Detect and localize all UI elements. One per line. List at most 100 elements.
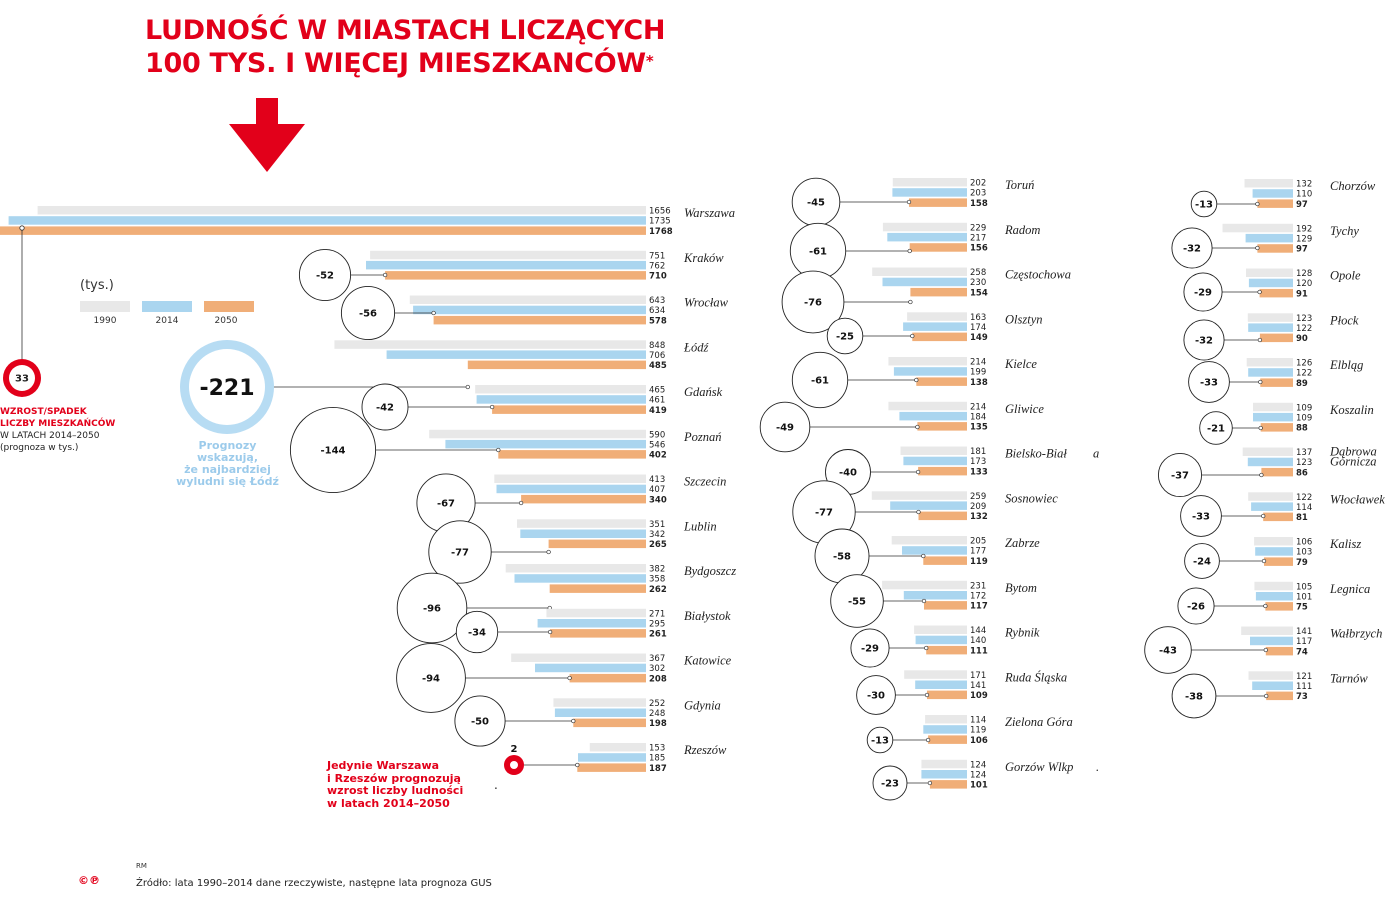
city-27-connector-dot (1255, 201, 1260, 207)
city-15-bar-1990 (872, 267, 967, 276)
city-12-change: 2 (511, 744, 518, 755)
city-29-bar-2050 (1259, 288, 1293, 298)
city-21-value-1990: 205 (970, 537, 986, 547)
city-28-label: Tychy (1330, 224, 1359, 238)
city-38-bar-2050 (1266, 691, 1293, 701)
warszawa-rzeszow-note: Jedynie Warszawa i Rzeszów prognozują wz… (327, 759, 467, 810)
city-25-bar-2014 (923, 725, 967, 734)
city-14-value-2050: 156 (970, 244, 988, 254)
city-10-bubble (396, 643, 466, 713)
city-32-bubble (1199, 411, 1233, 445)
city-16-value-2014: 174 (970, 323, 986, 333)
city-26-bar-2050 (929, 780, 967, 789)
city-26-label-suffix: . (1096, 760, 1099, 774)
city-29-connector-dot (1257, 289, 1262, 295)
city-28-bar-2050 (1257, 244, 1293, 253)
city-25-bar-2050 (928, 735, 967, 744)
city-16-value-1990: 163 (970, 313, 986, 323)
city-23-value-2050: 111 (970, 646, 988, 656)
city-34-bar-2050 (1263, 512, 1293, 522)
city-33-bar-2014 (1247, 457, 1293, 467)
city-29-value-2014: 120 (1296, 279, 1312, 289)
badge-line-1: WZROST/SPADEK (0, 407, 87, 417)
chart-title: LUDNOŚĆ W MIASTACH LICZĄCYCH 100 TYS. I … (145, 14, 666, 80)
city-13-change: -45 (807, 198, 825, 209)
city-23-bar-1990 (914, 625, 967, 634)
city-21-label: Zabrze (1005, 536, 1040, 550)
city-0-value-2050: 1768 (649, 227, 673, 237)
city-32-value-2050: 88 (1296, 424, 1308, 434)
city-2-value-2050: 578 (649, 316, 667, 326)
city-30-bar-1990 (1247, 313, 1293, 322)
city-36-change: -26 (1187, 602, 1205, 613)
city-0-bar-2014 (8, 216, 647, 225)
city-0-connector-dot (19, 225, 25, 231)
city-17-connector-dot (914, 377, 919, 383)
city-19-label: Bielsko-Biał (1005, 447, 1067, 461)
source-note: Źródło: lata 1990–2014 dane rzeczywiste,… (136, 878, 492, 889)
city-7-bubble (428, 520, 492, 584)
city-15-value-1990: 258 (970, 268, 986, 278)
city-36-bar-2050 (1265, 602, 1293, 611)
city-8-value-2050: 262 (649, 585, 667, 595)
city-32-bar-2050 (1260, 423, 1293, 432)
city-16-value-2050: 149 (970, 333, 988, 343)
city-23-value-1990: 144 (970, 626, 986, 636)
city-28-bar-1990 (1222, 223, 1293, 233)
city-3-bar-2050 (467, 360, 646, 370)
city-25-value-2050: 106 (970, 736, 988, 746)
city-4-bar-2014 (476, 395, 646, 404)
city-9-value-2050: 261 (649, 630, 667, 640)
city-28-value-2050: 97 (1296, 245, 1308, 255)
city-7-label: Lublin (683, 519, 717, 533)
city-15-bar-2050 (910, 287, 967, 297)
city-19-bar-2014 (903, 456, 967, 466)
city-33-change: -37 (1171, 471, 1189, 482)
city-18-bubble (759, 401, 811, 453)
city-31-bar-2050 (1260, 378, 1293, 387)
city-37-label: Wałbrzych (1330, 627, 1382, 641)
city-3-change: -221 (199, 376, 254, 401)
city-20-bar-2014 (890, 501, 967, 510)
city-26-change: -23 (881, 779, 899, 790)
badge-line-4: (prognoza w tys.) (0, 443, 79, 453)
city-35-bubble (1184, 543, 1220, 579)
city-35-connector-dot (1261, 558, 1267, 564)
city-2-bar-1990 (409, 295, 646, 304)
city-15-value-2014: 230 (970, 278, 986, 288)
city-32-value-1990: 109 (1296, 403, 1312, 413)
city-36-bar-1990 (1254, 581, 1293, 591)
city-28-value-1990: 192 (1296, 224, 1312, 234)
city-32-bar-2014 (1253, 412, 1293, 422)
city-3-label: Łódź (683, 340, 709, 354)
city-30-value-2014: 122 (1296, 324, 1312, 334)
city-12-label: Rzeszów (683, 743, 727, 757)
city-35-bar-2014 (1255, 547, 1293, 556)
city-18-bar-1990 (888, 401, 967, 411)
city-10-label: Katowice (683, 654, 732, 668)
city-9-connector-dot (547, 629, 553, 635)
city-5-connector-dot (496, 447, 501, 453)
city-25-change: -13 (871, 736, 889, 747)
city-8-bar-2050 (549, 584, 646, 593)
city-36-label: Legnica (1329, 582, 1370, 596)
city-8-bubble (396, 572, 468, 644)
city-38-change: -38 (1185, 692, 1203, 703)
city-20-change: -77 (815, 508, 833, 519)
city-9-change: -34 (468, 628, 486, 639)
city-4-connector-dot (489, 404, 495, 410)
city-12-value-1990: 153 (649, 744, 665, 754)
city-34-value-2050: 81 (1296, 513, 1308, 523)
publisher-logo: ©℗ (78, 874, 100, 887)
city-37-change: -43 (1159, 646, 1177, 657)
city-10-bar-1990 (511, 653, 646, 662)
city-19-value-2014: 173 (970, 457, 986, 467)
city-17-change: -61 (811, 376, 829, 387)
city-16-bubble (826, 317, 864, 355)
city-14-change: -61 (809, 247, 827, 258)
city-36-value-2014: 101 (1296, 593, 1312, 603)
city-23-bar-2014 (915, 635, 967, 645)
city-20-label: Sosnowiec (1005, 491, 1058, 505)
city-21-change: -58 (833, 552, 851, 563)
city-33-bar-2050 (1261, 467, 1293, 477)
